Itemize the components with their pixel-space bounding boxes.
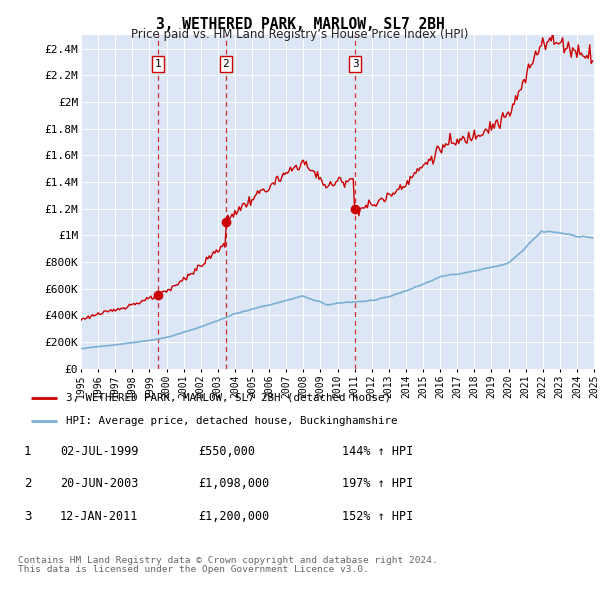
Text: 3, WETHERED PARK, MARLOW, SL7 2BH: 3, WETHERED PARK, MARLOW, SL7 2BH <box>155 17 445 31</box>
Text: 2: 2 <box>223 59 229 68</box>
Text: 1: 1 <box>24 445 31 458</box>
Text: 152% ↑ HPI: 152% ↑ HPI <box>342 510 413 523</box>
Text: £1,098,000: £1,098,000 <box>198 477 269 490</box>
Text: 144% ↑ HPI: 144% ↑ HPI <box>342 445 413 458</box>
Text: 3, WETHERED PARK, MARLOW, SL7 2BH (detached house): 3, WETHERED PARK, MARLOW, SL7 2BH (detac… <box>65 392 391 402</box>
Text: 3: 3 <box>24 510 31 523</box>
Text: 197% ↑ HPI: 197% ↑ HPI <box>342 477 413 490</box>
Text: This data is licensed under the Open Government Licence v3.0.: This data is licensed under the Open Gov… <box>18 565 369 574</box>
Text: £1,200,000: £1,200,000 <box>198 510 269 523</box>
Text: 12-JAN-2011: 12-JAN-2011 <box>60 510 139 523</box>
Text: 2: 2 <box>24 477 31 490</box>
Text: 3: 3 <box>352 59 359 68</box>
Text: HPI: Average price, detached house, Buckinghamshire: HPI: Average price, detached house, Buck… <box>65 416 397 426</box>
Text: 1: 1 <box>155 59 161 68</box>
Text: 20-JUN-2003: 20-JUN-2003 <box>60 477 139 490</box>
Text: £550,000: £550,000 <box>198 445 255 458</box>
Text: 02-JUL-1999: 02-JUL-1999 <box>60 445 139 458</box>
Text: Price paid vs. HM Land Registry’s House Price Index (HPI): Price paid vs. HM Land Registry’s House … <box>131 28 469 41</box>
Text: Contains HM Land Registry data © Crown copyright and database right 2024.: Contains HM Land Registry data © Crown c… <box>18 556 438 565</box>
